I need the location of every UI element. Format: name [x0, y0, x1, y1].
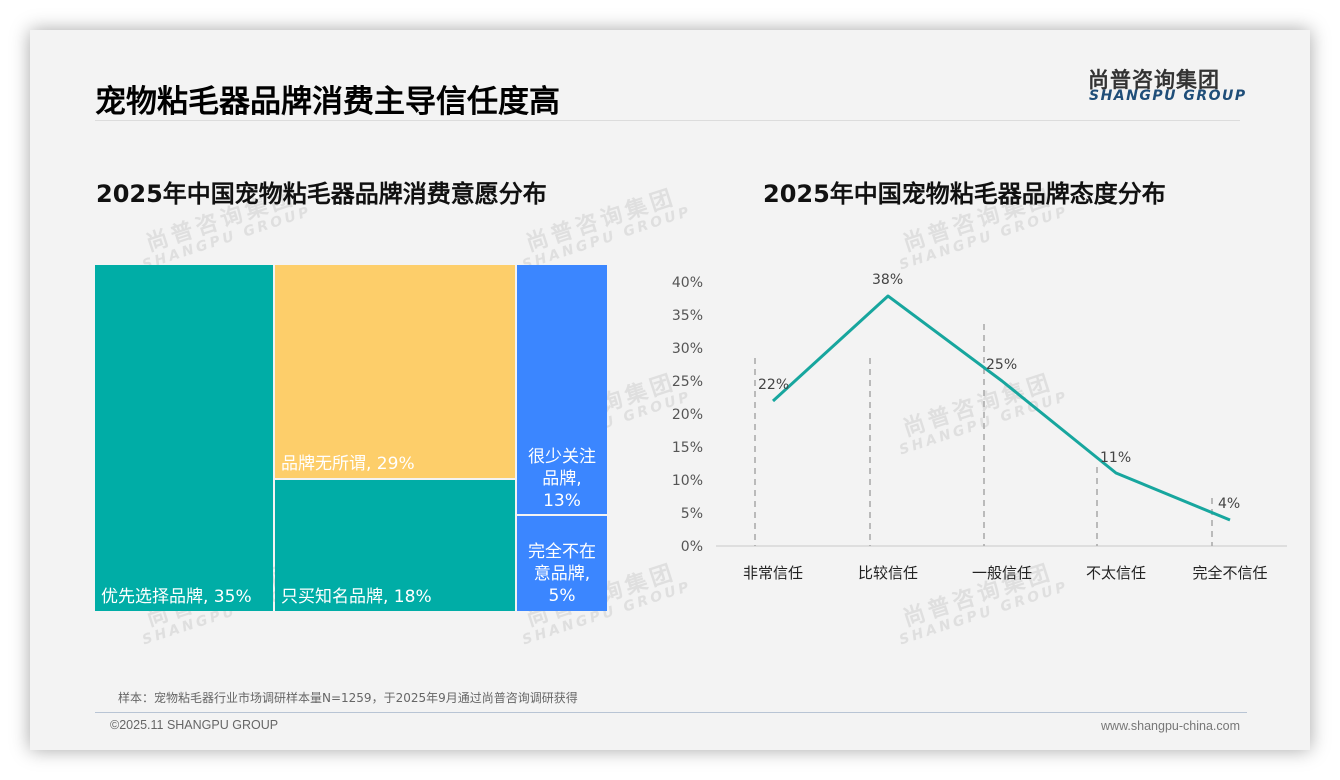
series-line: [771, 294, 1231, 522]
svg-text:38%: 38%: [872, 272, 903, 288]
drop-lines: [754, 324, 1213, 546]
svg-text:40%: 40%: [672, 275, 703, 291]
website-link[interactable]: www.shangpu-china.com: [1101, 719, 1240, 733]
svg-text:10%: 10%: [672, 473, 703, 489]
svg-text:15%: 15%: [672, 440, 703, 456]
logo-text-cn: 尚普咨询集团: [1088, 68, 1220, 92]
copyright: ©2025.11 SHANGPU GROUP: [110, 718, 279, 732]
sample-note: 样本：宠物粘毛器行业市场调研样本量N=1259，于2025年9月通过尚普咨询调研…: [118, 691, 578, 705]
logo-text-en: SHANGPU GROUP: [1089, 88, 1247, 104]
treemap-tile-brand-indifferent: 品牌无所谓, 29%: [275, 265, 515, 478]
svg-text:5%: 5%: [681, 506, 703, 522]
svg-text:35%: 35%: [672, 308, 703, 324]
line-chart: 0% 5% 10% 15% 20% 25% 30% 35% 40% 22% 38…: [672, 272, 1287, 582]
svg-text:20%: 20%: [672, 407, 703, 423]
svg-text:30%: 30%: [672, 341, 703, 357]
svg-text:完全不信任: 完全不信任: [1192, 564, 1267, 582]
svg-text:25%: 25%: [672, 374, 703, 390]
svg-text:比较信任: 比较信任: [858, 564, 918, 582]
treemap-tile-dont-care: 完全不在 意品牌, 5%: [517, 516, 607, 611]
y-axis-ticks: 0% 5% 10% 15% 20% 25% 30% 35% 40%: [672, 275, 703, 555]
svg-text:不太信任: 不太信任: [1086, 564, 1146, 582]
svg-text:0%: 0%: [681, 539, 703, 555]
treemap-tile-prefer-brand: 优先选择品牌, 35%: [95, 265, 273, 611]
svg-text:25%: 25%: [986, 357, 1017, 373]
slide: 尚普咨询集团 SHANGPU GROUP 尚普咨询集团 SHANGPU GROUP …: [30, 30, 1310, 750]
svg-text:非常信任: 非常信任: [743, 564, 803, 582]
left-chart-title: 2025年中国宠物粘毛器品牌消费意愿分布: [96, 180, 547, 208]
treemap-tile-famous-brand-only: 只买知名品牌, 18%: [275, 480, 515, 611]
x-axis-labels: 非常信任 比较信任 一般信任 不太信任 完全不信任: [743, 564, 1268, 582]
treemap-tile-rarely-care: 很少关注 品牌, 13%: [517, 265, 607, 514]
title-divider: [95, 120, 1240, 121]
svg-text:一般信任: 一般信任: [972, 564, 1032, 582]
svg-text:22%: 22%: [758, 377, 789, 393]
svg-text:11%: 11%: [1100, 450, 1131, 466]
data-labels: 22% 38% 25% 11% 4%: [758, 272, 1240, 512]
page-title: 宠物粘毛器品牌消费主导信任度高: [95, 84, 560, 120]
footer-divider: [95, 712, 1247, 713]
right-chart-title: 2025年中国宠物粘毛器品牌态度分布: [763, 180, 1166, 208]
svg-text:4%: 4%: [1218, 496, 1240, 512]
